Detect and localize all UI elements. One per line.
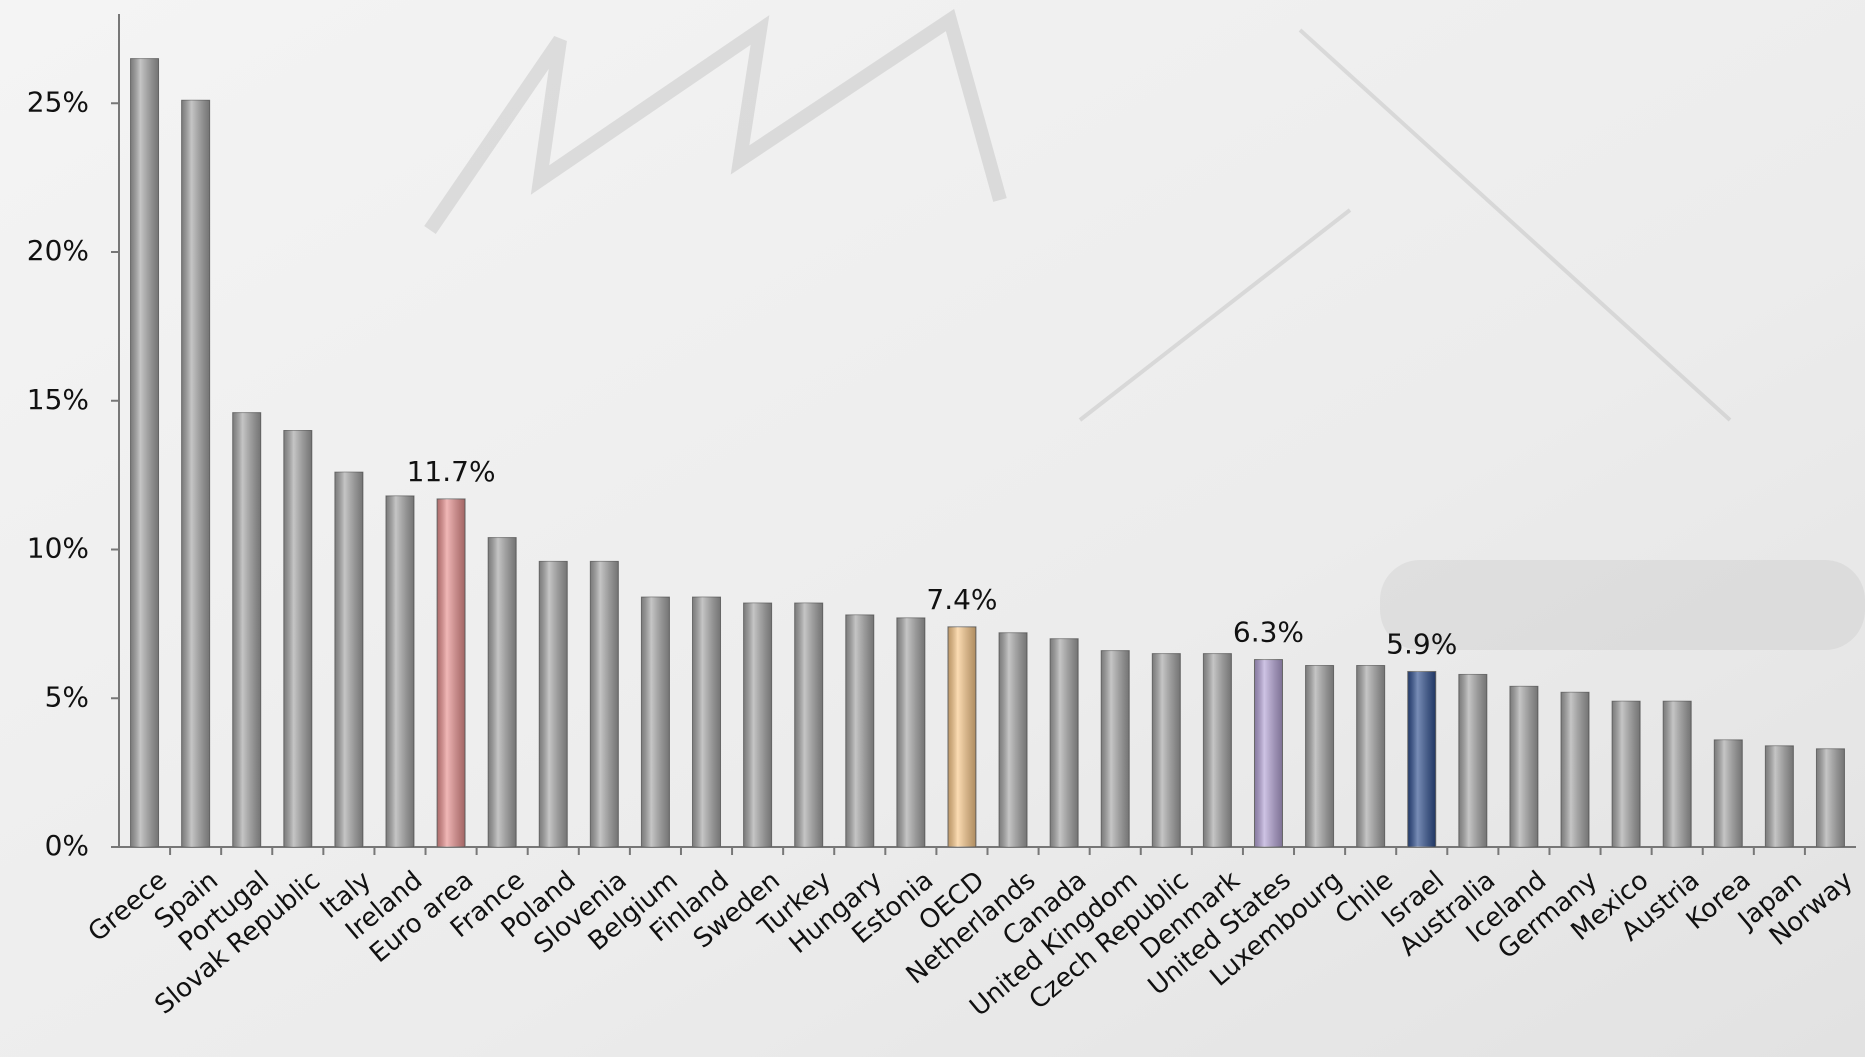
bar bbox=[998, 632, 1028, 848]
bar bbox=[1611, 700, 1641, 848]
value-label: 7.4% bbox=[926, 583, 997, 616]
bar bbox=[1407, 670, 1437, 848]
y-tick-label: 15% bbox=[27, 383, 89, 416]
bar bbox=[334, 471, 364, 848]
y-tick-label: 20% bbox=[27, 234, 89, 267]
bar bbox=[743, 602, 773, 848]
bar bbox=[1815, 748, 1845, 848]
bar bbox=[1305, 665, 1335, 848]
bar bbox=[1049, 638, 1079, 848]
bar bbox=[1151, 653, 1181, 848]
bar bbox=[232, 412, 262, 848]
bar bbox=[1662, 700, 1692, 848]
bar bbox=[794, 602, 824, 848]
bar bbox=[385, 495, 415, 848]
bar bbox=[130, 58, 160, 848]
bar bbox=[845, 614, 875, 848]
y-tick-label: 25% bbox=[27, 85, 89, 118]
bar bbox=[1713, 739, 1743, 848]
bar bbox=[181, 99, 211, 848]
y-tick-label: 10% bbox=[27, 532, 89, 565]
bar bbox=[283, 430, 313, 848]
bar bbox=[436, 498, 466, 848]
value-label: 5.9% bbox=[1386, 627, 1457, 660]
bar bbox=[692, 596, 722, 848]
bar bbox=[896, 617, 926, 848]
bar bbox=[947, 626, 977, 848]
bar bbox=[589, 560, 619, 848]
bar bbox=[1253, 659, 1283, 848]
value-label: 11.7% bbox=[407, 455, 496, 488]
bar bbox=[1560, 691, 1590, 848]
bar bbox=[1764, 745, 1794, 848]
bar bbox=[538, 560, 568, 848]
bar bbox=[1356, 665, 1386, 848]
bar bbox=[1100, 650, 1130, 848]
y-tick-label: 0% bbox=[45, 829, 89, 862]
y-tick-label: 5% bbox=[45, 680, 89, 713]
bar bbox=[487, 537, 517, 848]
value-label: 6.3% bbox=[1233, 616, 1304, 649]
bar bbox=[1458, 673, 1488, 848]
bar bbox=[1202, 653, 1232, 848]
bar bbox=[640, 596, 670, 848]
background-decoration bbox=[424, 8, 1865, 650]
bar bbox=[1509, 685, 1539, 848]
